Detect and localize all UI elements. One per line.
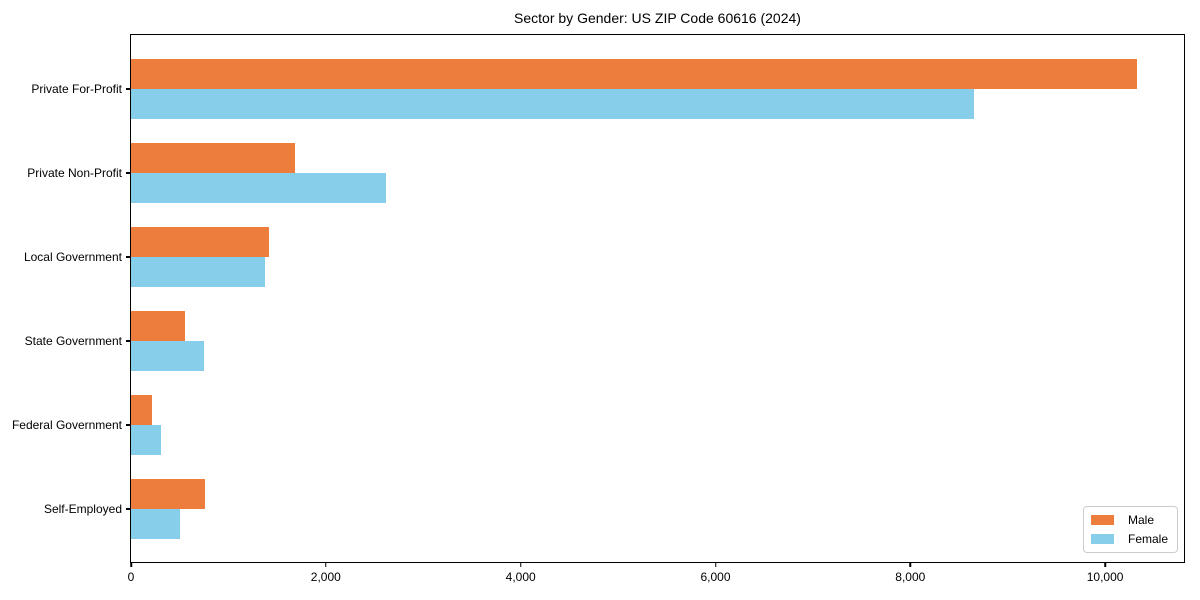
legend-label-female: Female bbox=[1127, 532, 1168, 546]
bar-male-local-government bbox=[131, 227, 270, 257]
legend-item-male: Male bbox=[1090, 513, 1168, 527]
x-axis-tick bbox=[714, 562, 717, 567]
legend-swatch-male bbox=[1090, 515, 1114, 525]
x-axis-tick bbox=[909, 562, 912, 567]
y-axis-tick bbox=[126, 508, 131, 510]
y-axis-tick bbox=[126, 340, 131, 342]
legend-label-male: Male bbox=[1127, 513, 1154, 527]
bar-female-self-employed bbox=[131, 509, 180, 539]
bar-female-private-non-profit bbox=[131, 173, 387, 203]
bar-female-state-government bbox=[131, 341, 205, 371]
y-axis-label: State Government bbox=[24, 334, 122, 348]
x-axis-tick bbox=[130, 562, 132, 567]
bar-male-private-for-profit bbox=[131, 59, 1138, 89]
x-axis-tick bbox=[325, 562, 327, 567]
y-axis-tick bbox=[126, 88, 131, 90]
x-axis-tick-label: 4,000 bbox=[505, 570, 536, 584]
bar-male-self-employed bbox=[131, 479, 205, 509]
y-axis-tick bbox=[126, 256, 131, 258]
legend-swatch-female bbox=[1090, 534, 1114, 544]
bar-female-local-government bbox=[131, 257, 266, 287]
x-axis-tick bbox=[1104, 562, 1106, 567]
bar-male-state-government bbox=[131, 311, 185, 341]
legend-item-female: Female bbox=[1090, 532, 1168, 546]
x-axis-tick-label: 10,000 bbox=[1086, 570, 1124, 584]
x-axis-tick-label: 0 bbox=[127, 570, 135, 584]
bar-male-federal-government bbox=[131, 395, 153, 425]
x-axis-tick-label: 6,000 bbox=[700, 570, 731, 584]
x-axis-tick-label: 2,000 bbox=[310, 570, 341, 584]
x-axis-tick bbox=[519, 562, 522, 567]
legend: Male Female bbox=[1082, 506, 1178, 553]
plot-area: Private For-Profit Private Non-Profit Loca… bbox=[12, 34, 1185, 584]
y-axis-tick bbox=[126, 172, 131, 174]
x-axis-tick-label: 8,000 bbox=[895, 570, 926, 584]
bar-male-private-non-profit bbox=[131, 143, 295, 173]
y-axis-tick bbox=[126, 424, 131, 426]
bar-female-private-for-profit bbox=[131, 89, 974, 119]
y-axis-label: Private Non-Profit bbox=[27, 166, 122, 180]
y-axis-label: Federal Government bbox=[11, 418, 122, 432]
y-axis-label: Self-Employed bbox=[43, 502, 122, 516]
y-axis-label: Local Government bbox=[23, 250, 122, 264]
y-axis-label: Private For-Profit bbox=[31, 82, 122, 96]
bar-female-federal-government bbox=[131, 425, 162, 455]
chart-title: Sector by Gender: US ZIP Code 60616 (202… bbox=[514, 10, 801, 26]
